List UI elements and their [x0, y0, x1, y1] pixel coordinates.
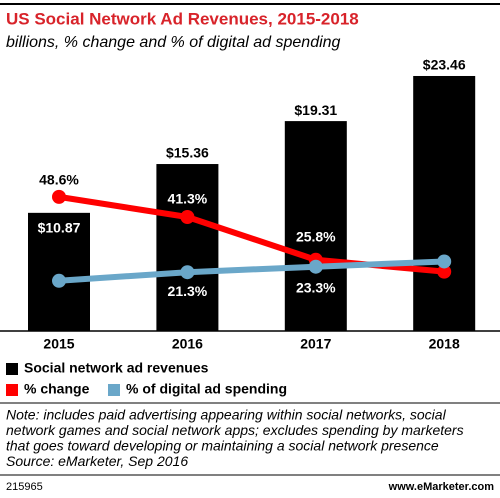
- marker: [437, 264, 452, 279]
- bar: [28, 212, 90, 331]
- legend-swatch: [6, 384, 18, 396]
- source: Source: eMarketer, Sep 2016: [6, 453, 188, 469]
- bar: [413, 75, 476, 331]
- legend-label: % change: [24, 381, 90, 397]
- bar: [284, 121, 347, 331]
- x-tick-label: 2017: [300, 336, 331, 352]
- legend-swatch: [6, 363, 18, 375]
- data-label: 23.3%: [296, 279, 336, 295]
- legend-label: % of digital ad spending: [126, 381, 287, 397]
- data-label: 21.5%: [424, 282, 464, 298]
- data-label: $10.87: [38, 220, 81, 236]
- note: Note: includes paid advertising appearin…: [6, 407, 447, 423]
- legend-label: Social network ad revenues: [24, 360, 209, 376]
- marker: [52, 189, 66, 204]
- marker: [437, 254, 452, 269]
- marker: [180, 265, 195, 280]
- data-label: $15.36: [166, 145, 209, 161]
- data-label: 21.3%: [168, 283, 208, 299]
- x-tick-label: 2016: [172, 336, 203, 352]
- marker: [52, 273, 66, 288]
- data-label: $23.46: [423, 57, 466, 73]
- data-label: 48.6%: [39, 172, 79, 188]
- x-tick-label: 2015: [43, 336, 74, 352]
- data-label: 25.2%: [424, 232, 464, 248]
- line: [58, 258, 445, 284]
- marker: [180, 210, 195, 225]
- data-label: 25.8%: [296, 228, 336, 244]
- data-label: 41.3%: [168, 191, 208, 207]
- x-tick-label: 2018: [429, 336, 460, 352]
- chart-id: 215965: [6, 481, 43, 493]
- data-label: 18.2%: [39, 289, 79, 305]
- website: www.eMarketer.com: [388, 481, 495, 493]
- note: network games and social network apps; e…: [6, 422, 464, 438]
- marker: [308, 259, 323, 274]
- bar: [156, 164, 219, 331]
- note: that goes toward developing or maintaini…: [6, 438, 439, 454]
- chart-subtitle: billions, % change and % of digital ad s…: [6, 34, 341, 51]
- legend-swatch: [108, 384, 120, 396]
- chart-title: US Social Network Ad Revenues, 2015-2018: [6, 9, 359, 28]
- line: [58, 193, 445, 275]
- data-label: $19.31: [294, 102, 337, 118]
